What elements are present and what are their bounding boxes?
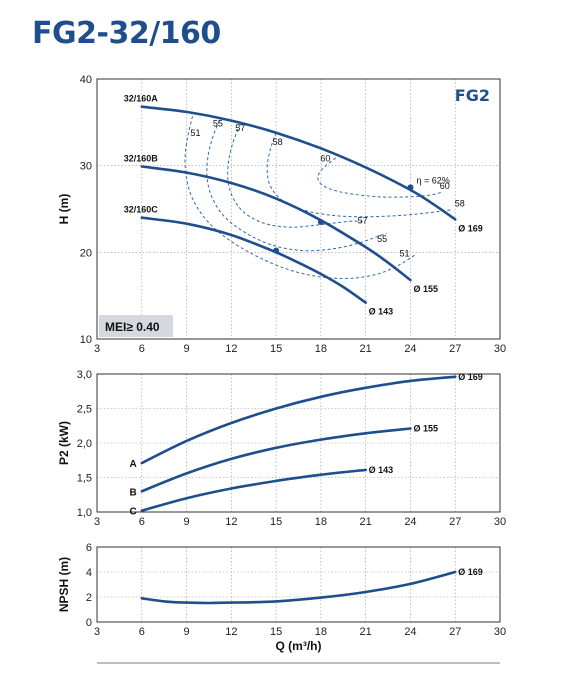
x-tick-label: 27 (449, 626, 461, 638)
y-tick-label: 4 (86, 567, 92, 579)
y-tick-label: 2 (86, 592, 92, 604)
diameter-label: Ø 155 (413, 284, 438, 294)
efficiency-label: 51 (399, 249, 409, 259)
x-tick-label: 18 (315, 516, 327, 528)
x-tick-label: 24 (404, 626, 416, 638)
y-axis-label: H (m) (57, 194, 71, 225)
efficiency-curve-57 (227, 123, 363, 228)
x-tick-label: 6 (139, 343, 145, 355)
diameter-label: Ø 169 (458, 372, 483, 382)
efficiency-label: 60 (320, 153, 330, 163)
series-line-h-2 (140, 216, 367, 304)
chart-p2 (96, 373, 501, 513)
page-title: FG2-32/160 (32, 16, 221, 51)
efficiency-label: 58 (273, 137, 283, 147)
impeller-label: 32/160B (124, 154, 159, 164)
series-line-p2-0 (140, 375, 457, 465)
x-tick-label: 21 (360, 343, 372, 355)
impeller-label: 32/160C (124, 205, 159, 215)
series-line-p2-1 (140, 427, 412, 493)
y-tick-label: 0 (86, 617, 92, 629)
x-tick-label: 15 (270, 343, 282, 355)
x-tick-label: 12 (225, 343, 237, 355)
x-tick-label: 30 (494, 626, 506, 638)
x-tick-label: 6 (139, 516, 145, 528)
bep-marker (273, 247, 280, 254)
diameter-label: Ø 169 (458, 567, 483, 577)
curve-letter: C (130, 507, 137, 518)
curve-letter: A (130, 459, 137, 470)
x-tick-label: 24 (404, 343, 416, 355)
plot-frame-npsh (96, 546, 501, 623)
x-tick-label: 21 (360, 626, 372, 638)
y-tick-label: 3,0 (77, 369, 92, 381)
y-tick-label: 1,5 (77, 473, 92, 485)
x-tick-label: 21 (360, 516, 372, 528)
x-tick-label: 12 (225, 516, 237, 528)
efficiency-label: 55 (377, 234, 387, 244)
diameter-label: Ø 143 (369, 465, 394, 475)
chart-npsh (96, 546, 501, 623)
x-tick-label: 6 (139, 626, 145, 638)
chart-h (96, 78, 501, 340)
x-tick-label: 9 (183, 516, 189, 528)
mei-badge: MEI≥ 0.40 (105, 320, 160, 334)
curve-letter: B (130, 487, 137, 498)
y-tick-label: 20 (80, 247, 92, 259)
bep-marker (317, 219, 324, 225)
y-axis-label: NPSH (m) (57, 557, 71, 612)
x-axis-label: Q (m³/h) (276, 639, 322, 653)
efficiency-label: 60 (440, 181, 450, 191)
x-tick-label: 9 (183, 626, 189, 638)
y-tick-label: 10 (80, 334, 92, 346)
x-tick-label: 15 (270, 626, 282, 638)
efficiency-max-label: η = 62% (416, 175, 449, 185)
x-tick-label: 24 (404, 516, 416, 528)
diameter-label: Ø 143 (369, 307, 394, 317)
x-tick-label: 9 (183, 343, 189, 355)
x-tick-label: 3 (94, 343, 100, 355)
x-tick-label: 3 (94, 516, 100, 528)
diameter-label: Ø 169 (458, 223, 483, 233)
efficiency-label: 51 (191, 128, 201, 138)
y-tick-label: 2,5 (77, 404, 92, 416)
x-tick-label: 27 (449, 343, 461, 355)
series-line-npsh-0 (140, 570, 457, 605)
plot-frame-p2 (96, 373, 501, 513)
plot-frame-h (96, 78, 501, 340)
efficiency-label: 55 (213, 119, 223, 129)
x-tick-label: 30 (494, 343, 506, 355)
efficiency-curve-60 (317, 157, 444, 198)
diameter-label: Ø 155 (413, 424, 438, 434)
y-tick-label: 40 (80, 74, 92, 86)
x-tick-label: 27 (449, 516, 461, 528)
impeller-label: 32/160A (124, 94, 159, 104)
x-tick-label: 30 (494, 516, 506, 528)
x-tick-label: 12 (225, 626, 237, 638)
y-tick-label: 6 (86, 542, 92, 554)
series-line-h-0 (140, 105, 457, 221)
efficiency-label: 57 (358, 216, 368, 226)
series-line-p2-2 (140, 468, 367, 512)
x-tick-label: 3 (94, 626, 100, 638)
bep-marker (407, 184, 414, 191)
x-tick-label: 15 (270, 516, 282, 528)
x-tick-label: 18 (315, 343, 327, 355)
efficiency-label: 58 (455, 198, 465, 208)
series-tag-fg2: FG2 (455, 86, 490, 105)
mei-badge-bg (99, 315, 173, 337)
efficiency-label: 57 (235, 123, 245, 133)
y-axis-label: P2 (kW) (57, 421, 71, 465)
y-tick-label: 1,0 (77, 507, 92, 519)
y-tick-label: 2,0 (77, 438, 92, 450)
x-tick-label: 18 (315, 626, 327, 638)
series-line-h-1 (140, 165, 412, 282)
y-tick-label: 30 (80, 161, 92, 173)
efficiency-curve-55 (206, 120, 387, 252)
